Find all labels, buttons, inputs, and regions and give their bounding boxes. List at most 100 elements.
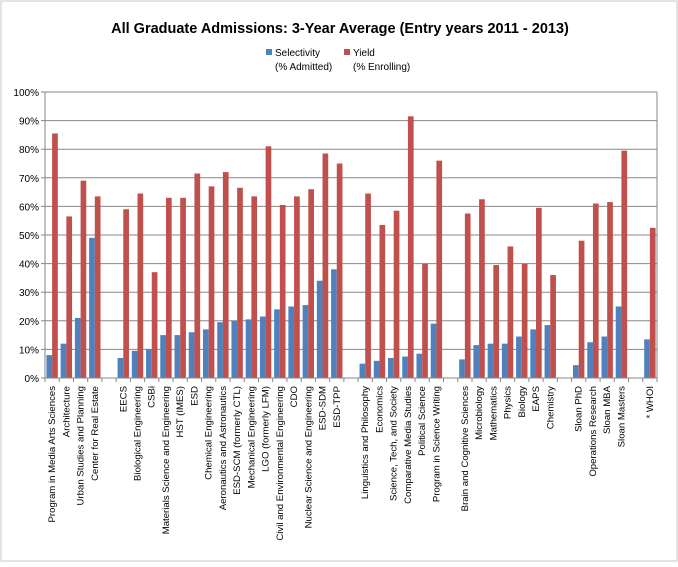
bar-selectivity <box>316 280 323 378</box>
x-tick-label: Civil and Environmental Engineering <box>275 386 286 541</box>
chart-title: All Graduate Admissions: 3-Year Average … <box>111 21 569 37</box>
bar-yield <box>80 180 87 378</box>
legend-sublabel-yield: (% Enrolling) <box>353 62 410 73</box>
bar-selectivity <box>402 356 408 378</box>
y-tick-label: 10% <box>19 345 39 356</box>
bar-yield <box>422 263 428 378</box>
bar-yield <box>137 193 144 378</box>
bar-yield <box>52 133 58 378</box>
bar-yield <box>294 196 300 378</box>
bar-yield <box>507 246 514 378</box>
bar-yield <box>66 216 73 378</box>
x-tick-label: Biology <box>517 386 528 418</box>
x-tick-label: Program in Media Arts Sciences <box>47 386 58 523</box>
legend-swatch-yield <box>344 49 350 55</box>
bar-yield <box>436 160 443 378</box>
x-tick-label: CSBi <box>147 386 158 408</box>
bar-selectivity <box>615 306 622 378</box>
bar-yield <box>621 150 628 378</box>
bar-selectivity <box>89 237 95 378</box>
x-tick-label: ESD-SCM (formerly CTL) <box>232 386 243 495</box>
bar-selectivity <box>416 353 423 378</box>
x-tick-label: ESD <box>189 386 200 406</box>
x-tick-label: Brain and Cognitive Sciences <box>460 386 471 512</box>
bar-selectivity <box>46 355 53 378</box>
y-tick-label: 0% <box>25 374 40 385</box>
x-tick-label: Chemistry <box>545 386 556 429</box>
bar-yield <box>578 240 585 378</box>
y-tick-label: 30% <box>19 288 39 299</box>
y-tick-label: 20% <box>19 317 39 328</box>
y-tick-label: 90% <box>19 117 39 128</box>
bar-selectivity <box>274 309 280 378</box>
x-tick-label: * WHOI <box>645 386 656 419</box>
x-tick-label: Science, Tech, and Society <box>389 386 400 501</box>
bar-selectivity <box>587 342 593 378</box>
bar-yield <box>208 186 215 378</box>
bar-yield <box>251 196 258 378</box>
bar-yield <box>592 203 599 378</box>
x-axis: Program in Media Arts Sciences Architectu… <box>44 377 658 541</box>
x-tick-label: ESD-SDM <box>318 386 329 430</box>
bar-selectivity <box>202 329 209 378</box>
bar-yield <box>308 189 314 378</box>
bar-selectivity <box>573 365 579 378</box>
y-tick-label: 80% <box>19 145 39 156</box>
bar-yield <box>194 173 201 378</box>
bar-yield <box>237 187 243 378</box>
x-tick-label: Mathematics <box>488 386 499 441</box>
x-tick-label: Sloan PhD <box>574 386 585 432</box>
y-axis: 0% 10% 20% 30% 40% 50% 60% 70% 80% 90% 100% <box>13 88 658 385</box>
bar-selectivity <box>459 359 465 378</box>
x-tick-label: Materials Science and Engineering <box>161 386 172 534</box>
x-tick-label: Political Science <box>417 386 428 456</box>
legend-label-selectivity: Selectivity <box>275 48 320 59</box>
y-tick-label: 50% <box>19 231 39 242</box>
bar-yield <box>265 146 272 378</box>
bar-yield <box>521 263 528 378</box>
bars <box>46 116 656 378</box>
y-tick-label: 100% <box>13 88 39 99</box>
bar-selectivity <box>544 325 551 378</box>
x-tick-label: Nuclear Science and Engineering <box>303 386 314 528</box>
bar-yield <box>379 224 386 378</box>
x-tick-label: ESD-TPP <box>332 386 343 428</box>
bar-yield <box>279 204 286 378</box>
bar-yield <box>407 116 414 378</box>
bar-yield <box>649 227 656 378</box>
bar-selectivity <box>74 317 81 378</box>
bar-selectivity <box>174 335 181 378</box>
bar-selectivity <box>188 332 195 378</box>
bar-selectivity <box>302 305 309 378</box>
legend-swatch-selectivity <box>266 49 272 55</box>
bar-yield <box>550 275 556 378</box>
bar-selectivity <box>331 269 337 378</box>
bar-selectivity <box>644 339 650 378</box>
bar-selectivity <box>359 363 366 378</box>
bar-selectivity <box>373 360 380 378</box>
bar-yield <box>222 172 229 378</box>
bar-selectivity <box>388 357 394 378</box>
x-tick-label: Program in Science Writing <box>431 386 442 502</box>
x-tick-label: Sloan MBA <box>602 385 613 434</box>
bar-selectivity <box>473 345 480 378</box>
bar-selectivity <box>160 335 166 378</box>
bar-selectivity <box>430 323 437 378</box>
bar-yield <box>180 197 186 378</box>
bar-selectivity <box>60 343 67 378</box>
x-tick-label: LGO (formerly LFM) <box>261 386 272 472</box>
bar-yield <box>94 196 101 378</box>
x-tick-label: Center for Real Estate <box>90 386 101 481</box>
bar-yield <box>607 202 613 378</box>
x-tick-label: Microbiology <box>474 386 485 440</box>
x-tick-label: Chemical Engineering <box>204 386 215 480</box>
bar-yield <box>123 209 129 378</box>
x-tick-label: Comparative Media Studies <box>403 386 414 504</box>
y-tick-label: 70% <box>19 174 39 185</box>
x-tick-label: Operations Research <box>588 386 599 477</box>
bar-selectivity <box>146 349 152 378</box>
bar-yield <box>365 193 371 378</box>
x-tick-label: Urban Studies and Planning <box>76 386 87 505</box>
legend: Selectivity (% Admitted) Yield (% Enrolling… <box>266 48 410 73</box>
